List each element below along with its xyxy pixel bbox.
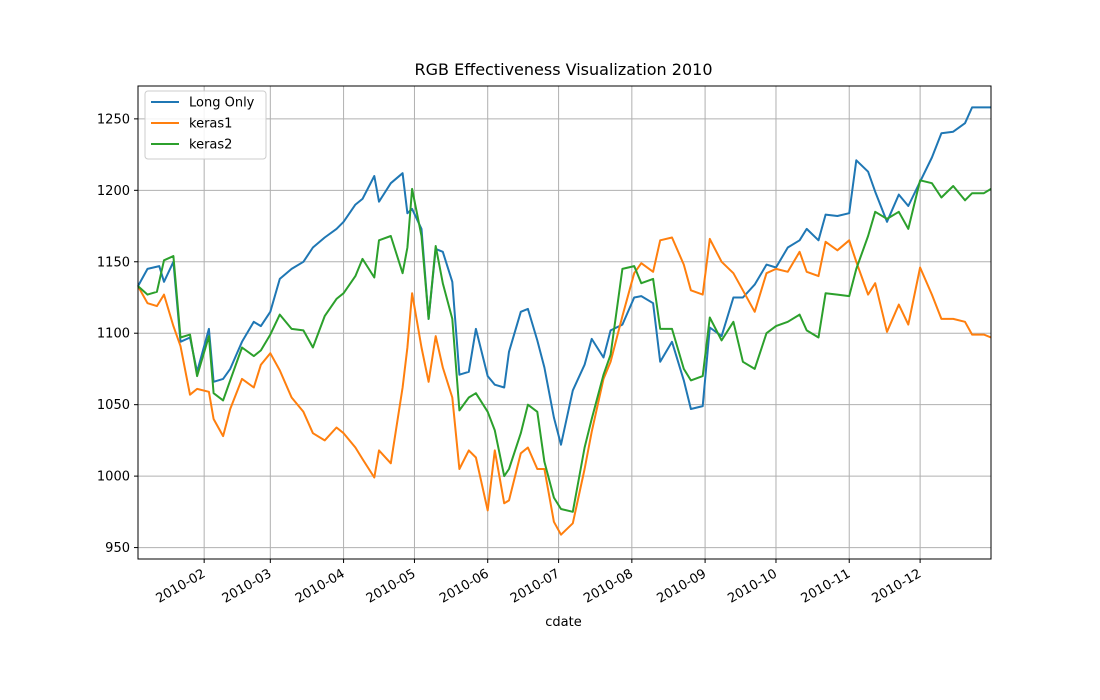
y-axis: 950 1000 1050 1100 1150 1200 1250 [97,112,138,556]
y-tick-label: 1200 [97,184,130,199]
x-tick-label: 2010-04 [293,566,348,606]
plot-frame [137,85,992,560]
x-tick-label: 2010-09 [655,566,710,606]
x-axis: 2010-02 2010-03 2010-04 2010-05 2010-06 2010-… [154,559,925,607]
x-tick-label: 2010-11 [799,566,854,606]
series-line-keras2 [137,179,992,513]
y-tick-label: 950 [105,541,130,556]
y-tick-label: 1000 [97,470,130,485]
x-tick-label: 2010-05 [364,566,419,606]
x-tick-label: 2010-12 [870,566,925,606]
grid-lines [138,86,991,559]
series-line-keras1 [137,236,992,536]
x-tick-label: 2010-03 [220,566,275,606]
legend-label: keras2 [189,138,232,153]
y-tick-label: 1250 [97,112,130,127]
legend-label: Long Only [189,96,255,111]
x-tick-label: 2010-06 [437,566,492,606]
x-tick-label: 2010-07 [508,566,563,606]
y-tick-label: 1050 [97,398,130,413]
legend-box [144,90,267,160]
x-axis-label: cdate [545,615,581,630]
legend: Long Only keras1 keras2 [144,90,267,160]
y-tick-label: 1150 [97,255,130,270]
y-tick-label: 1100 [97,327,130,342]
series-line-long-only [137,106,991,446]
series-layer [137,106,992,536]
chart-title: RGB Effectiveness Visualization 2010 [415,60,713,79]
x-tick-label: 2010-10 [725,566,780,606]
x-tick-label: 2010-02 [154,566,209,606]
legend-label: keras1 [189,117,232,132]
x-tick-label: 2010-08 [581,566,636,606]
